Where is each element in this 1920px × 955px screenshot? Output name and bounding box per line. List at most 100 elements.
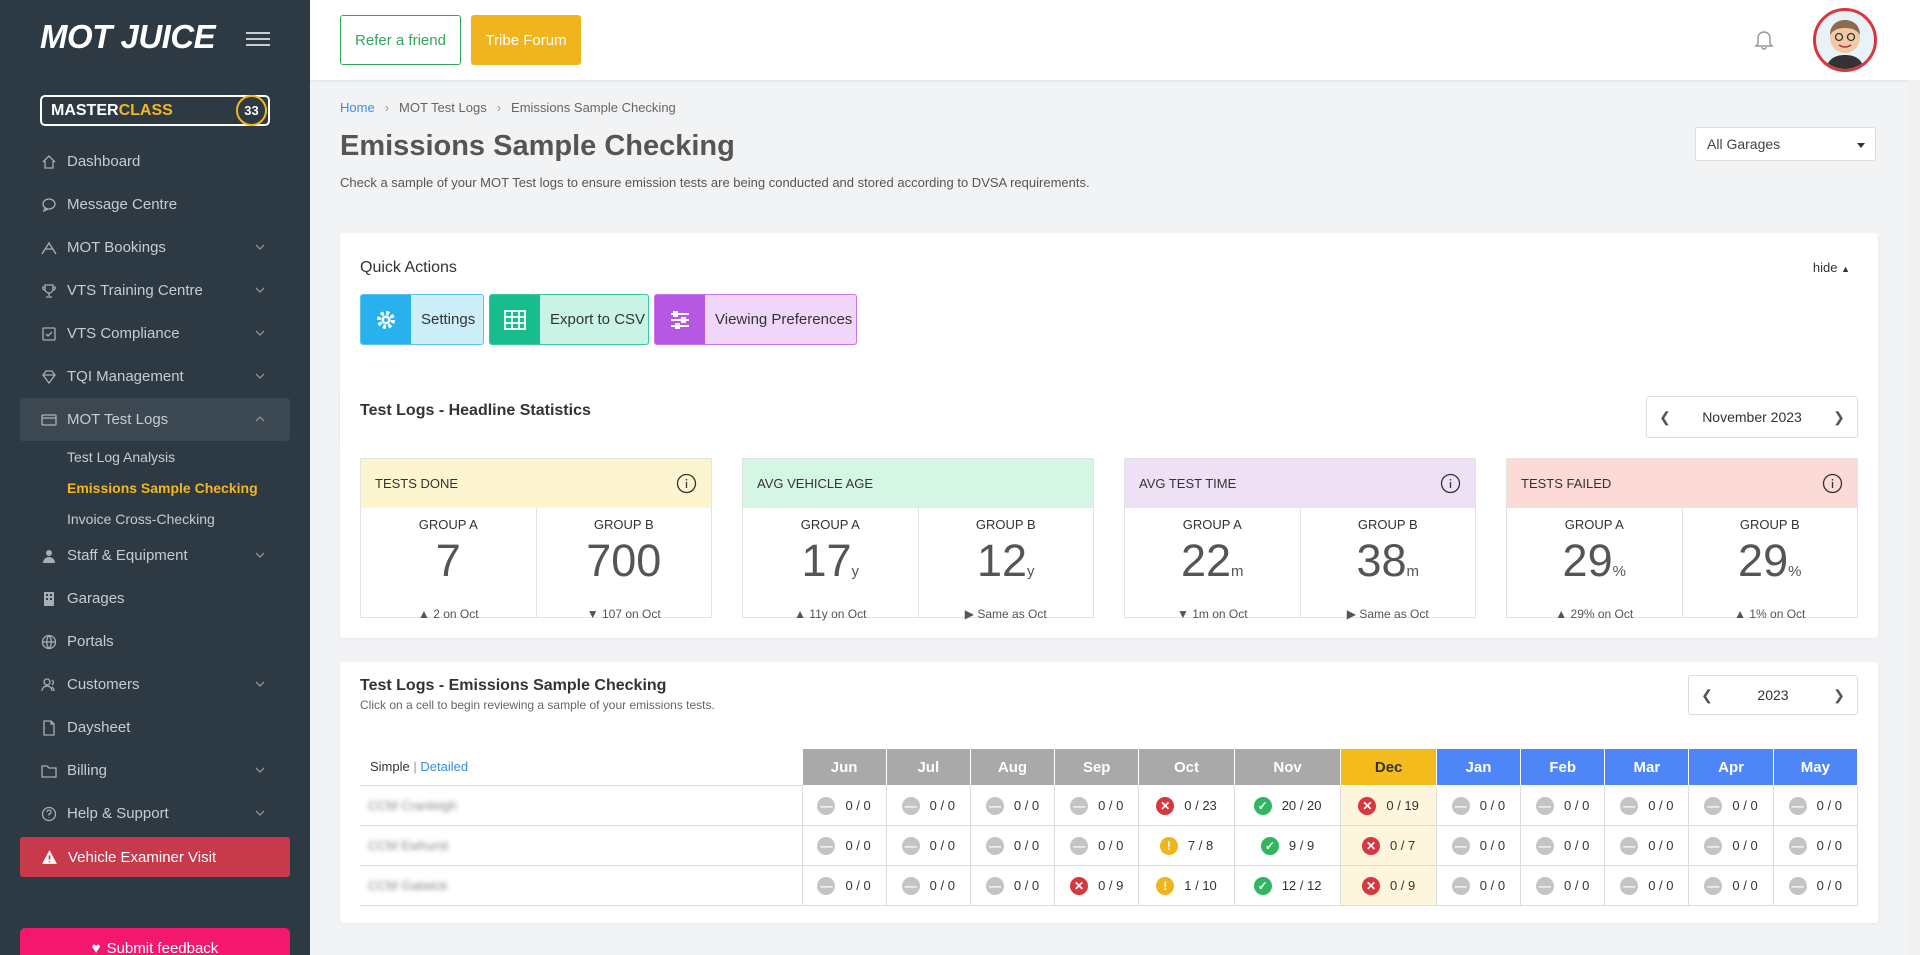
sample-cell[interactable]: ✕ 0 / 23 <box>1138 785 1235 826</box>
sidebar-item-dashboard[interactable]: Dashboard <box>20 140 290 183</box>
sample-cell[interactable]: — 0 / 0 <box>1054 785 1140 826</box>
sample-cell[interactable]: — 0 / 0 <box>1772 825 1859 866</box>
submit-feedback-button[interactable]: ♥ Submit feedback <box>20 928 290 955</box>
page-scrollbar[interactable] <box>1908 80 1920 955</box>
avatar[interactable] <box>1813 8 1877 72</box>
stat-label: TESTS DONE <box>375 476 459 491</box>
sample-cell[interactable]: ✓ 9 / 9 <box>1233 825 1342 866</box>
viewing-preferences-button[interactable]: Viewing Preferences <box>654 294 857 345</box>
bell-icon[interactable] <box>1753 28 1775 50</box>
sample-cell[interactable]: — 0 / 0 <box>885 825 971 866</box>
sample-cell[interactable]: — 0 / 0 <box>1688 865 1774 906</box>
sample-cell[interactable]: — 0 / 0 <box>1054 825 1140 866</box>
sample-cell[interactable]: — 0 / 0 <box>1688 785 1774 826</box>
sidebar-item-garages[interactable]: Garages <box>20 577 290 620</box>
sidebar-item-customers[interactable]: Customers <box>20 663 290 706</box>
refer-friend-button[interactable]: Refer a friend <box>340 15 461 65</box>
sidebar-item-help-support[interactable]: Help & Support <box>20 792 290 835</box>
sample-cell[interactable]: — 0 / 0 <box>885 865 971 906</box>
sidebar-item-billing[interactable]: Billing <box>20 749 290 792</box>
sidebar-subitem-invoice[interactable]: Invoice Cross-Checking <box>67 510 215 527</box>
export-label: Export to CSV <box>550 311 646 328</box>
sample-cell[interactable]: — 0 / 0 <box>885 785 971 826</box>
warning-icon <box>42 849 57 864</box>
vehicle-examiner-visit-button[interactable]: Vehicle Examiner Visit <box>20 837 290 877</box>
sample-cell[interactable]: — 0 / 0 <box>969 785 1056 826</box>
sidebar-nav: Dashboard Message Centre MOT Bookings VT… <box>20 140 290 835</box>
year-selector[interactable]: ❮ 2023 ❯ <box>1688 675 1858 715</box>
sample-cell[interactable]: — 0 / 0 <box>1772 785 1859 826</box>
group-label: GROUP A <box>800 517 860 532</box>
menu-toggle-icon[interactable] <box>246 32 270 50</box>
sidebar-item-mot-bookings[interactable]: MOT Bookings <box>20 226 290 269</box>
sample-cell[interactable]: — 0 / 0 <box>1435 865 1522 906</box>
sidebar-item-staff-equipment[interactable]: Staff & Equipment <box>20 534 290 577</box>
stat-avg-vehicle-age[interactable]: AVG VEHICLE AGE GROUP A 17y ▲ 11y on Oct… <box>742 458 1094 621</box>
sidebar-item-label: Customers <box>67 676 140 693</box>
breadcrumb-home[interactable]: Home <box>340 100 375 115</box>
sample-cell[interactable]: — 0 / 0 <box>1520 825 1606 866</box>
sample-cell[interactable]: — 0 / 0 <box>801 865 887 906</box>
sample-cell[interactable]: ! 7 / 8 <box>1138 825 1235 866</box>
sample-cell[interactable]: ✓ 12 / 12 <box>1233 865 1342 906</box>
info-icon[interactable] <box>1822 473 1843 494</box>
export-csv-button[interactable]: Export to CSV <box>489 294 649 345</box>
sidebar-item-vts-training[interactable]: VTS Training Centre <box>20 269 290 312</box>
sidebar-item-tqi-management[interactable]: TQI Management <box>20 355 290 398</box>
chevron-right-icon[interactable]: ❯ <box>1833 408 1845 425</box>
sample-count: 1 / 10 <box>1184 878 1217 893</box>
stat-tests-failed[interactable]: TESTS FAILED GROUP A 29% ▲ 29% on Oct GR… <box>1506 458 1858 621</box>
sample-cell[interactable]: — 0 / 0 <box>1604 825 1690 866</box>
sample-cell[interactable]: — 0 / 0 <box>1435 785 1522 826</box>
hide-toggle[interactable]: hide ▲ <box>1813 260 1850 275</box>
tribe-forum-button[interactable]: Tribe Forum <box>471 15 581 65</box>
sidebar-subitem-emissions[interactable]: Emissions Sample Checking <box>67 479 258 496</box>
chevron-left-icon[interactable]: ❮ <box>1701 686 1713 703</box>
sidebar-subitem-test-log-analysis[interactable]: Test Log Analysis <box>67 448 176 465</box>
info-icon[interactable] <box>676 473 697 494</box>
stat-label: TESTS FAILED <box>1521 476 1612 491</box>
emissions-table: Simple | Detailed Jun Jul Aug Sep Oct Nov Dec J… <box>360 748 1859 906</box>
app-logo[interactable]: MOT JUICE <box>40 18 216 55</box>
sample-cell[interactable]: — 0 / 0 <box>1604 865 1690 906</box>
emissions-subtitle: Click on a cell to begin reviewing a sam… <box>360 698 715 712</box>
sidebar-item-message-centre[interactable]: Message Centre <box>20 183 290 226</box>
sample-cell[interactable]: — 0 / 0 <box>1688 825 1774 866</box>
none-status-icon: — <box>1788 836 1807 855</box>
sidebar-item-portals[interactable]: Portals <box>20 620 290 663</box>
chevron-right-icon[interactable]: ❯ <box>1833 686 1845 703</box>
month-selector[interactable]: ❮ November 2023 ❯ <box>1646 396 1858 438</box>
sample-cell[interactable]: — 0 / 0 <box>801 785 887 826</box>
stat-tests-done[interactable]: TESTS DONE GROUP A 7 ▲ 2 on Oct GROUP B … <box>360 458 712 621</box>
simple-view-link[interactable]: Simple <box>370 759 410 775</box>
sample-cell[interactable]: — 0 / 0 <box>1435 825 1522 866</box>
settings-button[interactable]: Settings <box>360 294 484 345</box>
chevron-left-icon[interactable]: ❮ <box>1659 408 1671 425</box>
breadcrumb-logs[interactable]: MOT Test Logs <box>399 100 487 115</box>
sample-cell[interactable]: ✕ 0 / 9 <box>1340 865 1437 906</box>
info-icon[interactable] <box>1440 473 1461 494</box>
sample-cell[interactable]: — 0 / 0 <box>1520 785 1606 826</box>
stat-avg-test-time[interactable]: AVG TEST TIME GROUP A 22m ▼ 1m on Oct GR… <box>1124 458 1476 621</box>
sample-cell[interactable]: — 0 / 0 <box>969 825 1056 866</box>
sidebar-item-label: MOT Test Logs <box>67 411 169 428</box>
table-row: CCM Ewhurst — 0 / 0 — 0 / 0 — 0 / 0 — 0 / 0! 7 / … <box>360 825 1859 866</box>
sample-cell[interactable]: — 0 / 0 <box>1604 785 1690 826</box>
sidebar-item-vts-compliance[interactable]: VTS Compliance <box>20 312 290 355</box>
sample-cell[interactable]: ✓ 20 / 20 <box>1233 785 1342 826</box>
sample-cell[interactable]: — 0 / 0 <box>801 825 887 866</box>
sidebar-item-mot-test-logs[interactable]: MOT Test Logs <box>20 398 290 441</box>
sample-cell[interactable]: ✕ 0 / 19 <box>1340 785 1437 826</box>
sample-cell[interactable]: — 0 / 0 <box>1772 865 1859 906</box>
detailed-view-link[interactable]: Detailed <box>420 759 469 775</box>
sample-cell[interactable]: — 0 / 0 <box>1520 865 1606 906</box>
sample-cell[interactable]: ✕ 0 / 7 <box>1340 825 1437 866</box>
sample-cell[interactable]: — 0 / 0 <box>969 865 1056 906</box>
sidebar-item-daysheet[interactable]: Daysheet <box>20 706 290 749</box>
customers-icon <box>41 677 55 691</box>
masterclass-badge[interactable]: MASTER CLASS 33 <box>40 95 270 126</box>
sample-cell[interactable]: ✕ 0 / 9 <box>1054 865 1140 906</box>
sample-cell[interactable]: ! 1 / 10 <box>1138 865 1235 906</box>
garage-select[interactable]: All Garages <box>1695 127 1876 161</box>
month-header: Apr <box>1688 748 1774 786</box>
